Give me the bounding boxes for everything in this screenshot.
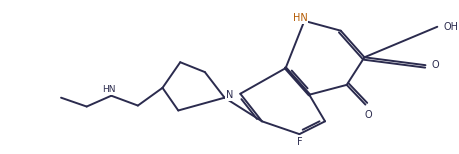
Text: O: O: [364, 109, 372, 120]
Text: HN: HN: [102, 85, 116, 94]
Text: OH: OH: [443, 22, 458, 32]
Text: HN: HN: [293, 13, 308, 23]
Text: F: F: [297, 138, 302, 148]
Text: N: N: [226, 90, 233, 100]
Text: O: O: [431, 60, 439, 70]
